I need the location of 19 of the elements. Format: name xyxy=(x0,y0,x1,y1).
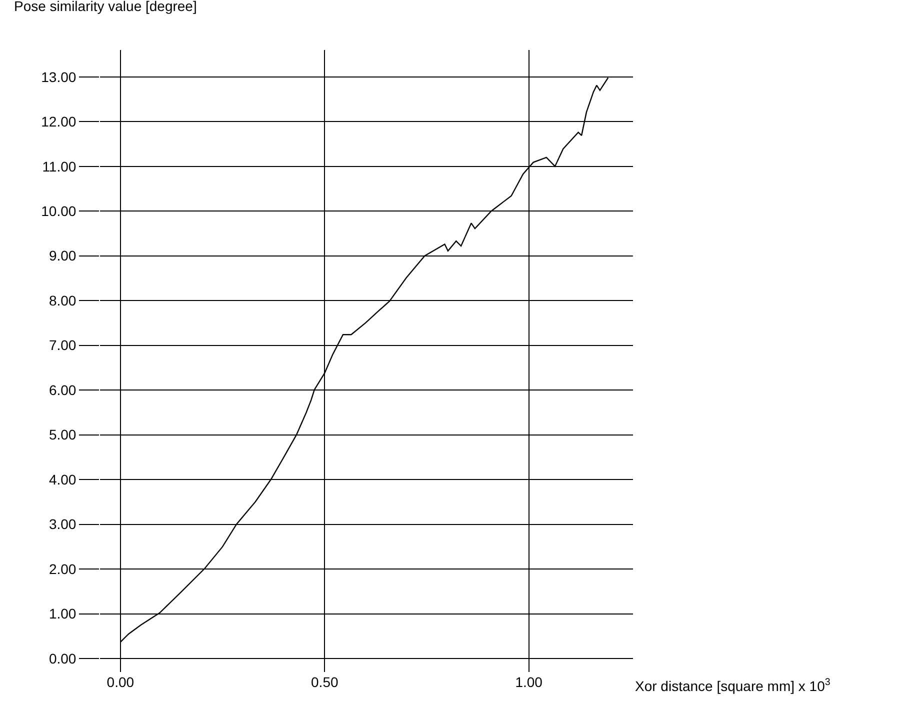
y-tick-label: 2.00 xyxy=(48,560,76,577)
y-tick-label: 9.00 xyxy=(48,248,76,264)
y-tick-label: 4.00 xyxy=(48,471,76,488)
x-tick-label: 1.00 xyxy=(515,674,543,690)
y-tick-label: 13.00 xyxy=(41,68,76,85)
y-axis-title: Pose similarity value [degree] xyxy=(14,0,197,14)
y-tick-label: 1.00 xyxy=(48,606,76,622)
x-tick-label: 0.00 xyxy=(106,674,134,690)
y-tick-label: 5.00 xyxy=(48,426,76,443)
y-tick-label: 11.00 xyxy=(42,158,76,174)
y-tick-label: 12.00 xyxy=(41,114,76,130)
x-axis-title: Xor distance [square mm] x 10$^{3}$ xyxy=(635,677,831,694)
y-tick-label: 8.00 xyxy=(48,292,76,308)
y-tick-label: 10.00 xyxy=(41,202,76,219)
y-tick-label: 6.00 xyxy=(48,382,76,398)
x-tick-label: 0.50 xyxy=(311,674,338,690)
y-tick-label: 7.00 xyxy=(48,337,76,354)
y-tick-label: 3.00 xyxy=(48,516,76,532)
y-tick-label: 0.00 xyxy=(48,650,76,666)
